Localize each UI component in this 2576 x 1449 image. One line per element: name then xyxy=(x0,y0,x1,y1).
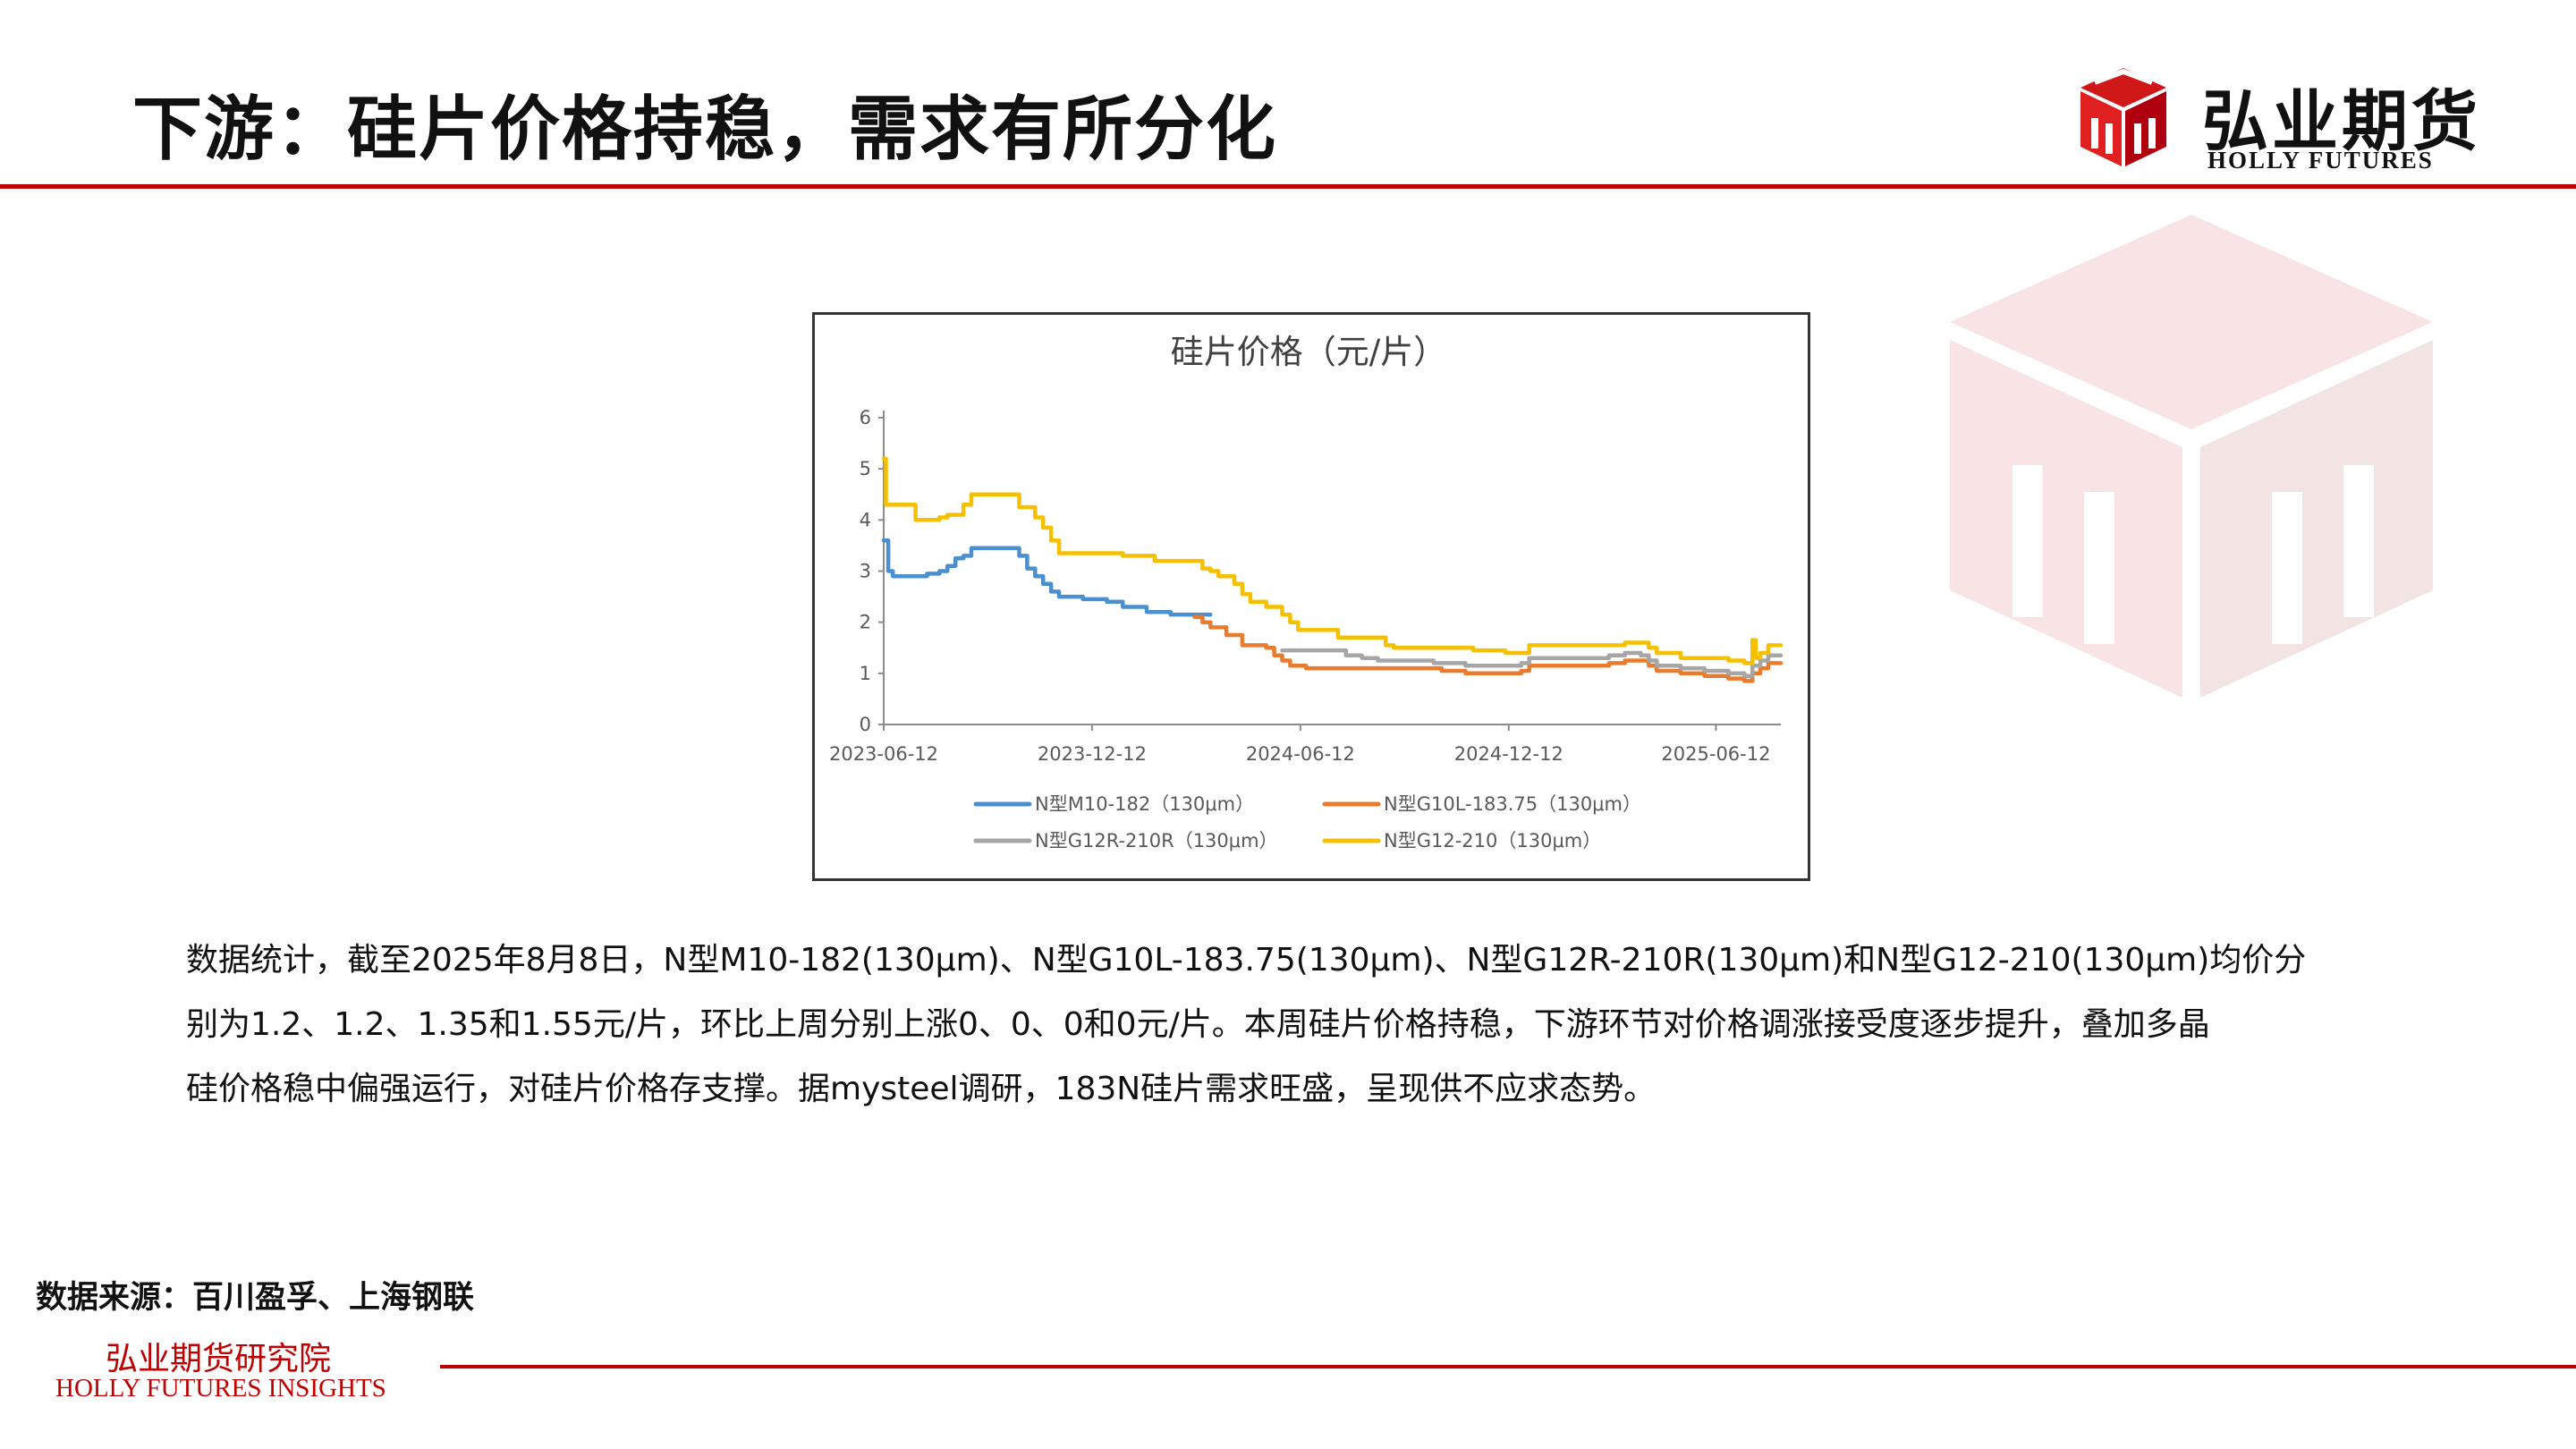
y-tick-label: 1 xyxy=(860,663,871,684)
series-line-3 xyxy=(1280,648,1784,678)
y-tick-label: 6 xyxy=(860,407,871,428)
chart-series xyxy=(881,456,1784,683)
series-line-1 xyxy=(881,538,1213,617)
logo-name-cn: 弘业期货 xyxy=(2202,83,2481,160)
price-chart-panel: 硅片价格（元/片） 0 1 2 3 4 5 6 2023-06-12 2023-12-12 202… xyxy=(812,312,1810,881)
legend-label-2: N型G10L-183.75（130μm） xyxy=(1384,793,1641,815)
logo-name-en: HOLLY FUTURES xyxy=(2207,147,2434,174)
legend-label-1: N型M10-182（130μm） xyxy=(1035,793,1254,815)
x-tick-label: 2024-06-12 xyxy=(1246,743,1355,765)
data-source: 数据来源：百川盈孚、上海钢联 xyxy=(36,1280,475,1316)
chart-title: 硅片价格（元/片） xyxy=(1171,333,1446,371)
page-title: 下游：硅片价格持稳，需求有所分化 xyxy=(132,89,1278,170)
y-tick-label: 0 xyxy=(860,714,871,735)
y-tick-label: 5 xyxy=(860,458,871,479)
series-line-4 xyxy=(881,456,1784,665)
x-tick-label: 2023-12-12 xyxy=(1038,743,1147,765)
institute-name-en: HOLLY FUTURES INSIGHTS xyxy=(55,1374,386,1402)
legend-label-3: N型G12R-210R（130μm） xyxy=(1035,830,1278,852)
analysis-line-3: 硅价格稳中偏强运行，对硅片价格存支撑。据mysteel调研，183N硅片需求旺盛… xyxy=(186,1071,1657,1107)
x-tick-label: 2023-06-12 xyxy=(829,743,938,765)
institute-name-cn: 弘业期货研究院 xyxy=(106,1341,332,1377)
footer-divider xyxy=(440,1365,2576,1368)
chart-axes: 0 1 2 3 4 5 6 2023-06-12 2023-12-12 2024-06-12 202… xyxy=(829,407,1781,765)
analysis-paragraph: 数据统计，截至2025年8月8日，N型M10-182(130μm)、N型G10L… xyxy=(186,928,2440,1122)
y-tick-label: 3 xyxy=(860,561,871,582)
analysis-line-1: 数据统计，截至2025年8月8日，N型M10-182(130μm)、N型G10L… xyxy=(186,942,2307,979)
y-tick-label: 4 xyxy=(860,509,871,530)
series-line-2 xyxy=(1192,614,1784,683)
x-tick-label: 2024-12-12 xyxy=(1454,743,1563,765)
watermark-cube-icon xyxy=(1950,215,2433,698)
cube-logo-icon xyxy=(2080,68,2166,166)
chart-legend: N型M10-182（130μm） N型G10L-183.75（130μm） N型G1… xyxy=(973,793,1641,852)
y-tick-label: 2 xyxy=(860,612,871,633)
company-logo: 弘业期货 HOLLY FUTURES xyxy=(2077,64,2478,181)
legend-label-4: N型G12-210（130μm） xyxy=(1384,830,1601,852)
analysis-line-2: 别为1.2、1.2、1.35和1.55元/片，环比上周分别上涨0、0、0和0元/… xyxy=(186,1006,2210,1043)
price-chart: 硅片价格（元/片） 0 1 2 3 4 5 6 2023-06-12 2023-12-12 202… xyxy=(829,333,1784,852)
header-divider xyxy=(0,184,2576,189)
x-tick-label: 2025-06-12 xyxy=(1661,743,1770,765)
